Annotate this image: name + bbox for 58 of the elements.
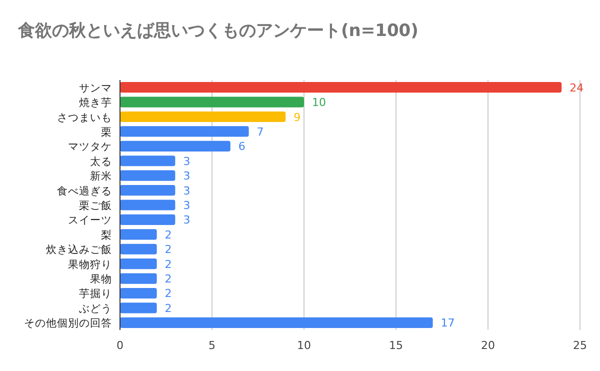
data-label: 3 — [183, 170, 190, 183]
bar — [120, 111, 286, 122]
y-tick-label: さつまいも — [57, 112, 112, 124]
data-label: 7 — [256, 125, 264, 138]
x-tick-label: 5 — [208, 339, 216, 352]
y-tick-label: 梨 — [101, 228, 112, 242]
bar — [120, 200, 176, 210]
bar — [120, 302, 157, 314]
y-tick-label: 果物 — [90, 274, 112, 286]
x-tick-label: 10 — [297, 339, 311, 352]
data-label: 17 — [440, 316, 455, 330]
bar — [120, 229, 157, 240]
y-tick-label: 果物狩り — [68, 258, 112, 271]
y-tick-label: スイーツ — [68, 214, 112, 227]
bar — [120, 170, 176, 181]
y-tick-label: 炊き込みご飯 — [46, 243, 112, 256]
data-label: 2 — [164, 243, 172, 256]
data-label: 3 — [183, 154, 190, 168]
data-label: 9 — [294, 110, 301, 124]
y-tick-label: 栗 — [101, 126, 112, 138]
y-tick-label: その他個別の回答 — [24, 318, 112, 330]
data-label: 2 — [164, 258, 172, 271]
y-tick-label: 太る — [90, 154, 112, 168]
data-label: 2 — [164, 287, 172, 300]
y-tick-label: サンマ — [79, 82, 112, 94]
y-tick-label: マツタケ — [68, 141, 112, 154]
x-tick-label: 25 — [573, 339, 587, 352]
data-label: 2 — [164, 302, 172, 315]
data-label: 2 — [164, 272, 172, 286]
bar — [120, 156, 176, 166]
bar — [120, 273, 157, 284]
x-tick-label: 15 — [389, 339, 403, 352]
y-tick-label: 新米 — [90, 170, 112, 183]
data-label: 3 — [183, 184, 190, 198]
y-tick-label: ぶどう — [79, 302, 112, 315]
bar — [120, 244, 157, 254]
data-label: 24 — [570, 81, 584, 94]
bar — [120, 96, 304, 108]
bar — [120, 317, 433, 328]
bar — [120, 185, 176, 196]
data-label: 2 — [164, 228, 172, 242]
data-label: 6 — [238, 140, 246, 154]
data-label: 3 — [183, 199, 190, 212]
bar — [120, 288, 157, 299]
data-label: 10 — [312, 96, 326, 110]
bar — [120, 258, 157, 270]
y-tick-label: 食べ過ぎる — [57, 185, 112, 198]
y-tick-label: 焼き芋 — [79, 96, 112, 110]
bar — [120, 214, 176, 225]
bar — [120, 82, 562, 93]
x-tick-label: 0 — [116, 339, 124, 352]
chart-title: 食欲の秋といえば思いつくものアンケート(n=100) — [17, 21, 418, 41]
y-tick-label: 栗ご飯 — [79, 200, 112, 212]
bar — [120, 126, 249, 137]
x-tick-label: 20 — [481, 339, 495, 352]
data-label: 3 — [183, 214, 190, 227]
y-tick-label: 芋掘り — [79, 287, 112, 300]
bar — [120, 140, 230, 152]
